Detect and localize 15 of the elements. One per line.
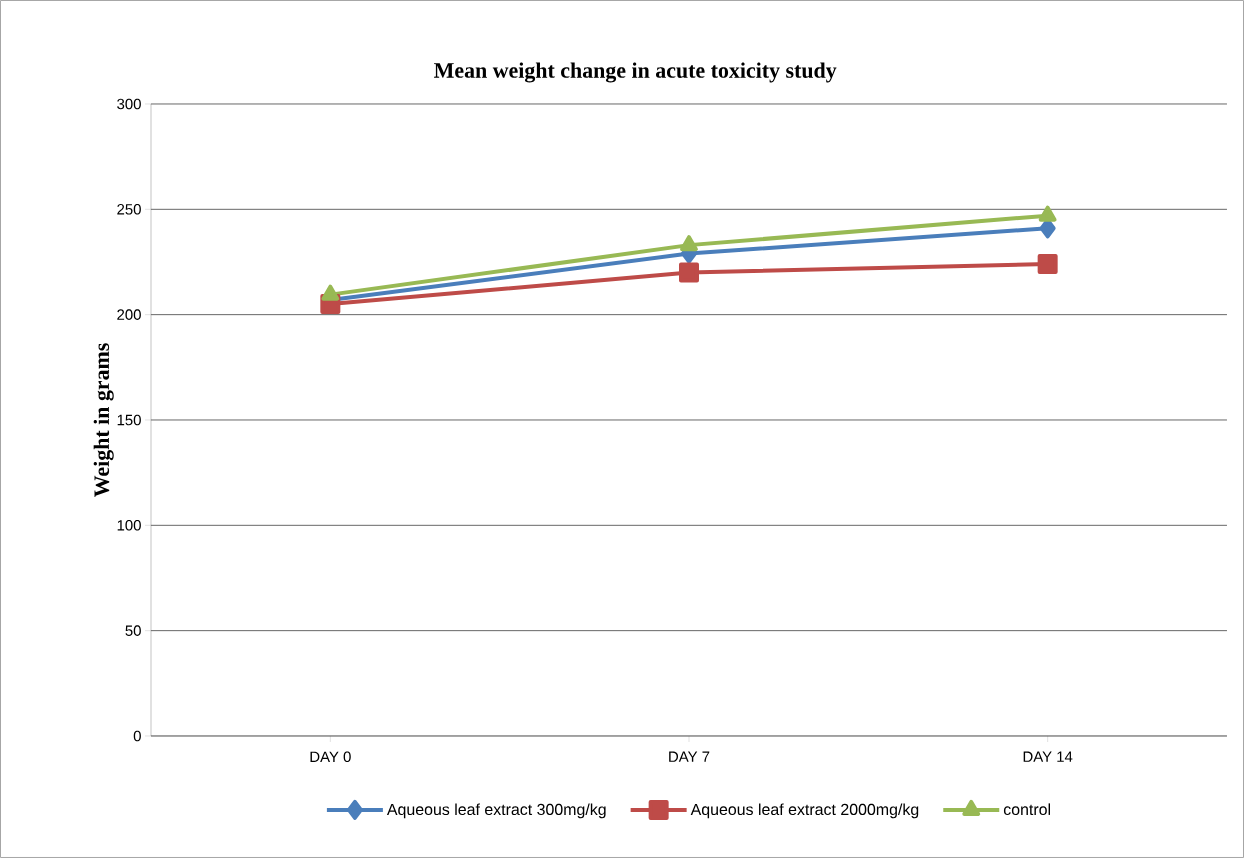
chart-title: Mean weight change in acute toxicity study bbox=[434, 62, 837, 83]
y-tick-label: 50 bbox=[125, 625, 141, 636]
y-tick-label: 300 bbox=[117, 98, 141, 110]
y-tick-label: 250 bbox=[117, 204, 141, 215]
x-tick-label: DAY 14 bbox=[1023, 751, 1073, 762]
y-tick-label: 150 bbox=[117, 414, 141, 426]
x-tick-label: DAY 7 bbox=[669, 751, 710, 762]
legend-label: control bbox=[1003, 803, 1050, 816]
x-tick-label: DAY 0 bbox=[310, 751, 351, 763]
y-tick-label: 100 bbox=[117, 520, 141, 531]
legend-label: Aqueous leaf extract 300mg/kg bbox=[386, 803, 606, 819]
y-tick-label: 0 bbox=[133, 730, 141, 742]
y-axis-title: Weight in grams bbox=[93, 343, 114, 497]
y-tick-label: 200 bbox=[117, 309, 141, 320]
legend-label: Aqueous leaf extract 2000mg/kg bbox=[690, 803, 919, 819]
